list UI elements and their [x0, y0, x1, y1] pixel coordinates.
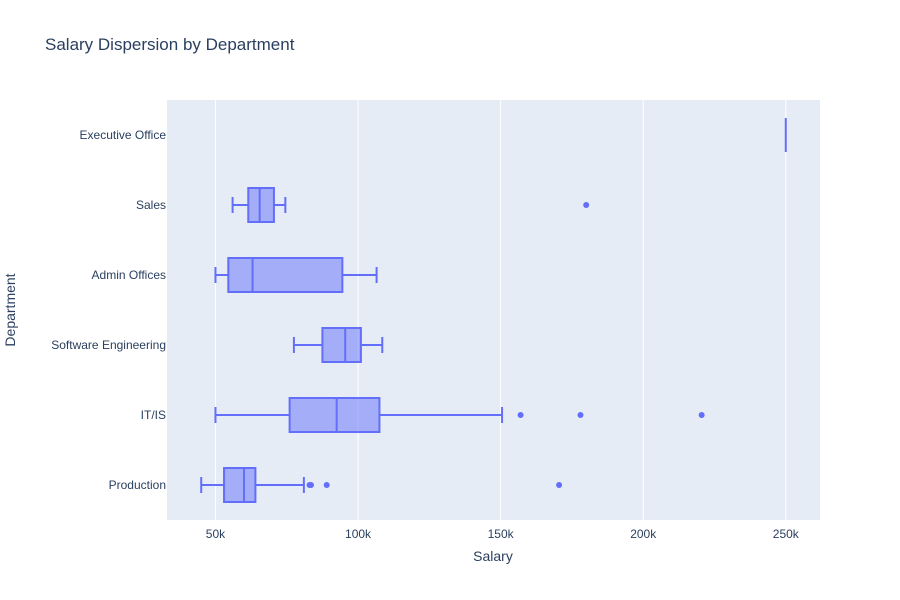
x-tick-label: 250k [773, 527, 800, 541]
y-tick-label: Sales [136, 198, 166, 212]
outlier-point [583, 202, 590, 208]
outlier-point [323, 482, 330, 488]
outlier-point [556, 482, 563, 488]
box-series [200, 118, 787, 503]
gridlines [214, 100, 787, 520]
chart-title: Salary Dispersion by Department [45, 35, 295, 54]
y-axis-ticks: Production IT/IS Software Engineering Admin… [51, 128, 166, 492]
box-group [200, 467, 563, 503]
box-iqr [223, 467, 257, 503]
box-iqr [321, 327, 362, 363]
box-group [231, 187, 590, 223]
box-iqr [227, 257, 344, 293]
x-tick-label: 150k [488, 527, 515, 541]
outlier-point [308, 482, 315, 488]
y-tick-label: IT/IS [141, 408, 166, 422]
y-tick-label: Admin Offices [92, 268, 166, 282]
box-iqr [288, 397, 381, 433]
plot-area [167, 100, 820, 520]
box-group [214, 257, 378, 293]
y-tick-label: Software Engineering [51, 338, 166, 352]
outlier-point [577, 412, 584, 418]
y-tick-label: Executive Office [80, 128, 167, 142]
outlier-point [698, 412, 705, 418]
y-axis-title: Department [2, 273, 18, 346]
y-tick-label: Production [109, 478, 166, 492]
box-group [292, 327, 384, 363]
x-tick-label: 200k [630, 527, 657, 541]
x-tick-label: 100k [345, 527, 372, 541]
box-group [214, 397, 705, 433]
outlier-point [517, 412, 524, 418]
x-axis-title: Salary [473, 548, 513, 564]
x-axis-ticks: 50k 100k 150k 200k 250k [206, 527, 800, 541]
box-iqr [247, 187, 275, 223]
x-tick-label: 50k [206, 527, 226, 541]
